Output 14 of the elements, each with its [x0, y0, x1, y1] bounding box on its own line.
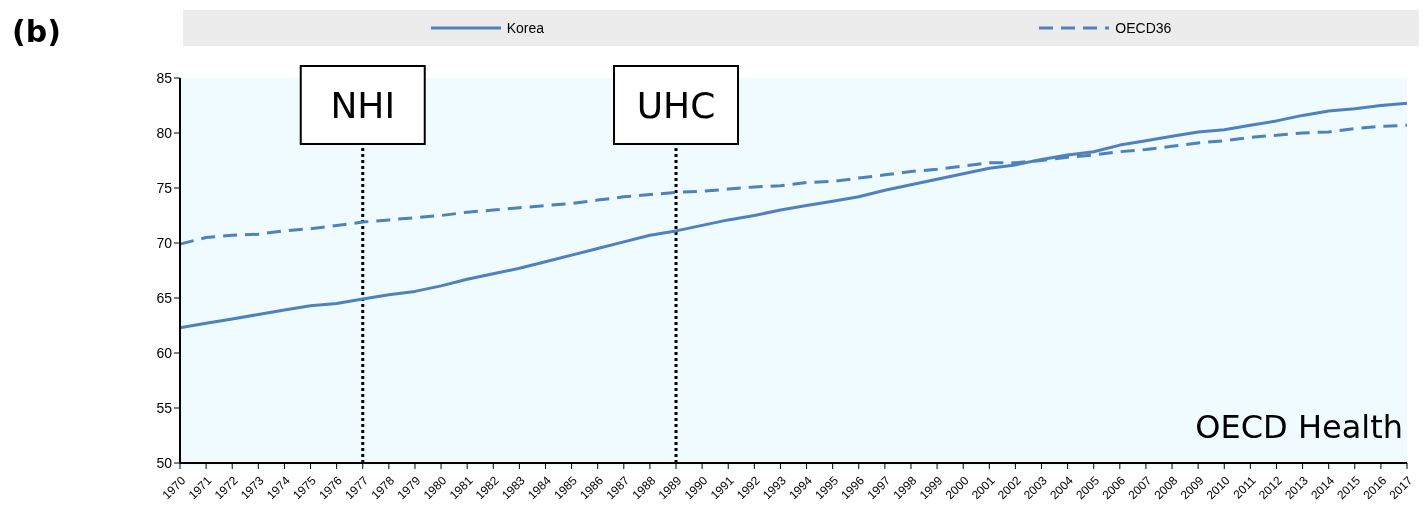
- y-tick-label: 75: [156, 179, 173, 196]
- y-tick-label: 80: [156, 124, 173, 141]
- y-tick-label: 65: [156, 289, 173, 306]
- ref-line-label: UHC: [636, 85, 716, 126]
- y-tick-label: 60: [156, 344, 173, 361]
- chart-title: (b): [12, 14, 61, 49]
- annotation: OECD Health: [1195, 408, 1403, 446]
- y-tick-label: 50: [156, 454, 173, 471]
- legend-label: OECD36: [1115, 20, 1172, 36]
- ref-line-label: NHI: [330, 85, 396, 126]
- y-tick-label: 70: [156, 234, 173, 251]
- legend-label: Korea: [506, 20, 544, 36]
- y-tick-label: 55: [156, 399, 173, 416]
- y-tick-label: 85: [156, 69, 173, 86]
